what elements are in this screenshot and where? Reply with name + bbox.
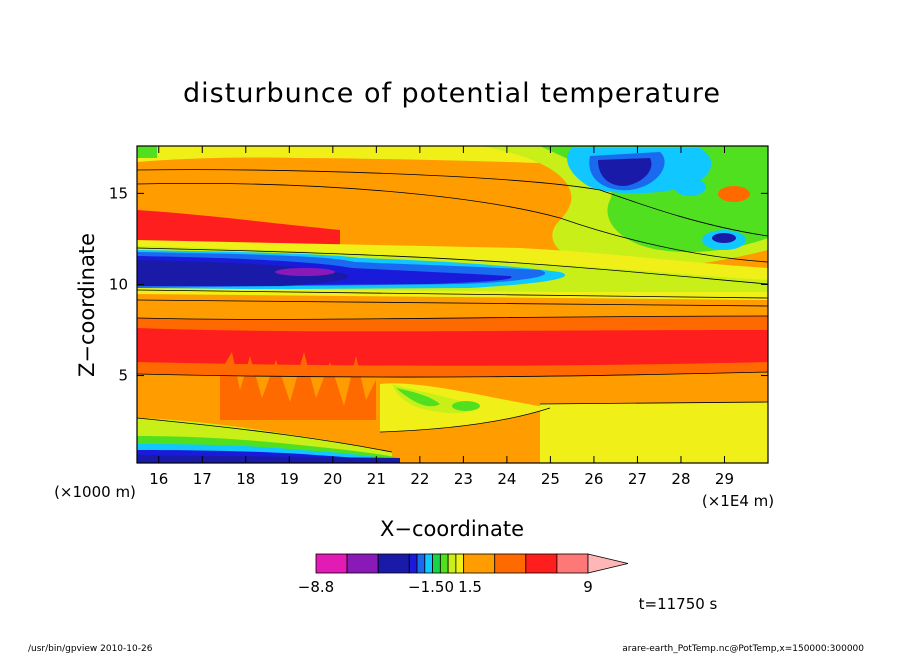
colorbar [315, 553, 629, 574]
plot-frame [136, 145, 769, 464]
x-tick-label: 21 [367, 470, 386, 488]
colorbar-swatch [315, 553, 348, 574]
colorbar-swatch [346, 553, 379, 574]
colorbar-labels: −8.8 −1.50 1.5 9 [298, 578, 593, 596]
x-tick-label: 25 [541, 470, 560, 488]
y-axis-label: Z−coordinate [75, 233, 99, 377]
x-axis-label: X−coordinate [380, 517, 524, 541]
colorbar-label: 9 [583, 578, 593, 596]
colorbar-swatch [463, 553, 496, 574]
x-tick-label: 20 [323, 470, 342, 488]
y-unit-label: (×1000 m) [54, 483, 136, 501]
y-tick-label: 5 [118, 367, 128, 385]
colorbar-swatch [416, 553, 426, 574]
x-tick-label: 24 [497, 470, 516, 488]
colorbar-swatch [377, 553, 410, 574]
colorbar-swatch [439, 553, 449, 574]
colorbar-label: 1.5 [458, 578, 482, 596]
time-annotation: t=11750 s [639, 595, 718, 613]
x-tick-label: 17 [193, 470, 212, 488]
x-tick-label: 23 [454, 470, 473, 488]
footer-left: /usr/bin/gpview 2010-10-26 [28, 644, 153, 654]
x-tick-label: 18 [236, 470, 255, 488]
colorbar-arrow [587, 553, 629, 574]
x-tick-label: 27 [628, 470, 647, 488]
y-tick-label: 10 [109, 275, 128, 293]
x-tick-label: 29 [715, 470, 734, 488]
x-axis-ticks: 16 17 18 19 20 21 22 23 24 25 26 27 28 29 [149, 146, 734, 488]
x-tick-label: 16 [149, 470, 168, 488]
x-tick-label: 26 [584, 470, 603, 488]
colorbar-swatch [494, 553, 527, 574]
colorbar-swatch [455, 553, 465, 574]
chart-title: disturbunce of potential temperature [183, 78, 721, 109]
colorbar-swatch [525, 553, 558, 574]
contour-field [137, 146, 768, 463]
footer-right: arare-earth_PotTemp.nc@PotTemp,x=150000:… [622, 644, 864, 654]
colorbar-swatch [556, 553, 589, 574]
colorbar-swatch [432, 553, 441, 574]
x-tick-label: 22 [410, 470, 429, 488]
colorbar-label: −1.50 [408, 578, 454, 596]
colorbar-swatch [408, 553, 418, 574]
colorbar-swatch [447, 553, 457, 574]
x-tick-label: 28 [671, 470, 690, 488]
colorbar-label: −8.8 [298, 578, 334, 596]
x-unit-label: (×1E4 m) [702, 492, 774, 510]
colorbar-swatch [424, 553, 433, 574]
x-tick-label: 19 [280, 470, 299, 488]
y-axis-ticks: 5 10 15 [109, 184, 768, 385]
y-tick-label: 15 [109, 184, 128, 202]
